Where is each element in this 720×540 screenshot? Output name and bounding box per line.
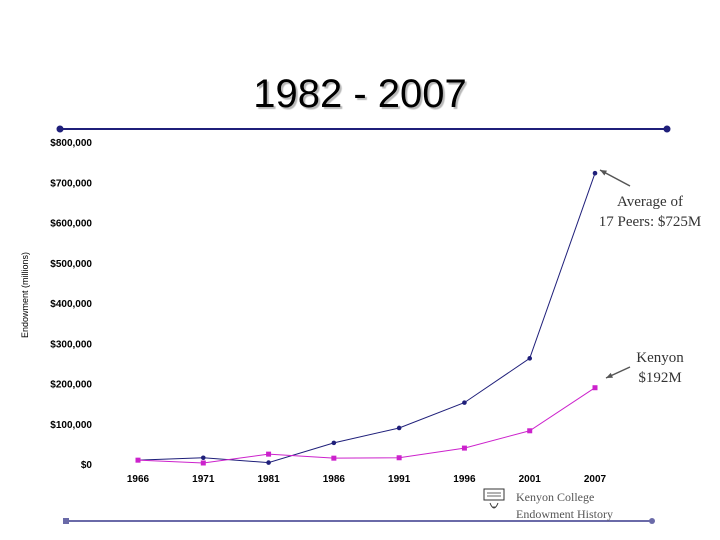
annotation-0-line: 17 Peers: $725M (599, 214, 702, 230)
x-tick-label: 1971 (192, 474, 215, 485)
series-0-point (592, 170, 598, 176)
series-1-point (592, 385, 598, 391)
annotation-1-line: $192M (638, 370, 681, 386)
annotation-0-arrowhead (600, 170, 607, 176)
x-tick-label: 1981 (257, 474, 280, 485)
y-tick-label: $300,000 (50, 339, 92, 350)
series-1-point (396, 455, 402, 461)
series-0-point (200, 455, 206, 461)
footer-line-1: Kenyon College (516, 490, 594, 504)
footer-line-2: Endowment History (516, 507, 613, 521)
college-seal-icon (483, 488, 505, 509)
series-1-point (266, 451, 272, 457)
series-1-point (461, 445, 467, 451)
x-tick-label: 1996 (453, 474, 476, 485)
series-0-point (331, 440, 337, 446)
y-tick-label: $700,000 (50, 178, 92, 189)
title-rule-left-dot (56, 125, 64, 133)
annotation-0-line: Average of (617, 194, 683, 210)
series-1-point (135, 457, 141, 463)
x-tick-label: 1991 (388, 474, 411, 485)
series-1-point (200, 460, 206, 466)
y-tick-label: $0 (81, 460, 93, 471)
annotation-1-line: Kenyon (636, 350, 684, 366)
y-tick-label: $500,000 (50, 259, 92, 270)
series-0-point (527, 356, 533, 361)
x-tick-label: 2007 (584, 474, 607, 485)
series-1-point (527, 428, 533, 434)
x-tick-label: 1966 (127, 474, 150, 485)
series-line-0 (137, 173, 596, 464)
y-tick-label: $200,000 (50, 380, 92, 391)
series-line-1 (137, 387, 596, 464)
annotation-1-arrowhead (606, 372, 613, 378)
footer-rule-left-marker (63, 518, 69, 524)
y-tick-label: $100,000 (50, 420, 92, 431)
title-rule-right-dot (663, 125, 671, 133)
series-1-point (331, 455, 337, 461)
series-0-point (266, 460, 271, 465)
x-tick-label: 1986 (323, 474, 346, 485)
y-axis-label: Endowment (millions) (20, 252, 30, 338)
series-0-point (396, 425, 402, 431)
footer-rule-right-dot (649, 518, 655, 524)
slide-title: 1982 - 2007 (253, 72, 467, 116)
y-tick-label: $400,000 (50, 299, 92, 310)
y-tick-label: $600,000 (50, 219, 92, 230)
y-tick-label: $800,000 (50, 138, 92, 149)
series-0-point (462, 400, 467, 405)
x-tick-label: 2001 (519, 474, 542, 485)
